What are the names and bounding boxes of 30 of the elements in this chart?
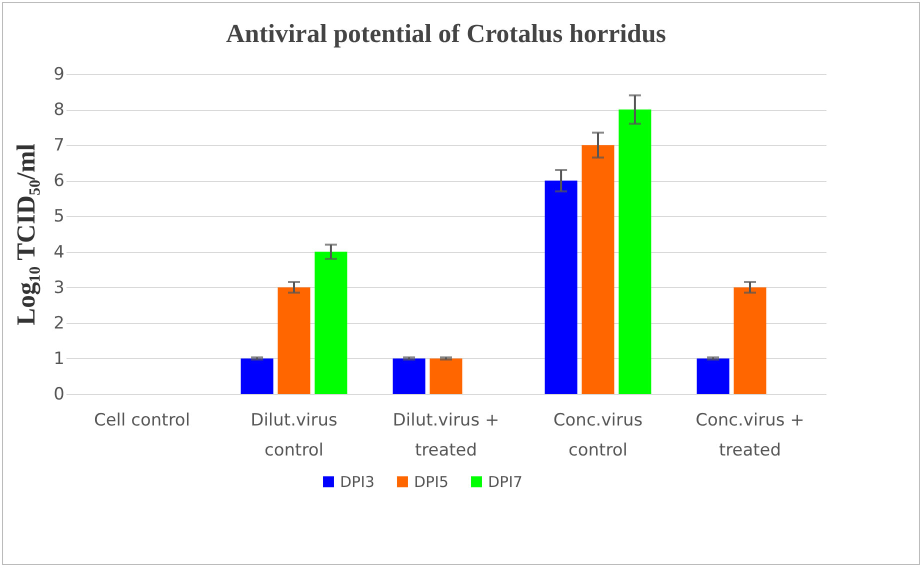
bar <box>544 180 578 394</box>
y-axis-title: Log₁₀ TCID₅₀/ml <box>12 144 41 326</box>
x-tick-label: Dilut.virus + treated <box>392 410 500 460</box>
bar <box>696 358 730 394</box>
x-tick-label: Conc.virus + treated <box>696 410 804 460</box>
y-tick-label: 8 <box>54 100 64 120</box>
bar <box>240 358 274 394</box>
y-tick-label: 3 <box>54 278 64 298</box>
y-tick-label: 5 <box>54 206 64 227</box>
bar <box>582 145 614 394</box>
y-tick-label: 4 <box>54 242 64 262</box>
legend-label: DPI3 <box>340 472 375 491</box>
bar <box>430 358 462 394</box>
bar <box>314 252 348 394</box>
x-tick-label: Dilut.virus control <box>250 410 338 460</box>
bar <box>392 358 426 394</box>
x-tick-label: Conc.virus control <box>553 410 643 460</box>
legend-label: DPI7 <box>488 472 523 491</box>
x-tick-label: Cell control <box>94 410 190 430</box>
bar <box>618 110 652 394</box>
y-tick-label: 1 <box>54 348 64 369</box>
bar <box>734 287 766 394</box>
y-tick-label: 6 <box>54 171 64 192</box>
legend-label: DPI5 <box>414 472 449 491</box>
bar <box>278 287 310 394</box>
y-tick-label: 0 <box>54 384 64 404</box>
y-tick-label: 9 <box>54 64 64 84</box>
y-tick-label: 7 <box>54 136 64 156</box>
chart-title: Antiviral potential of Crotalus horridus <box>226 19 666 48</box>
y-tick-label: 2 <box>54 313 64 334</box>
